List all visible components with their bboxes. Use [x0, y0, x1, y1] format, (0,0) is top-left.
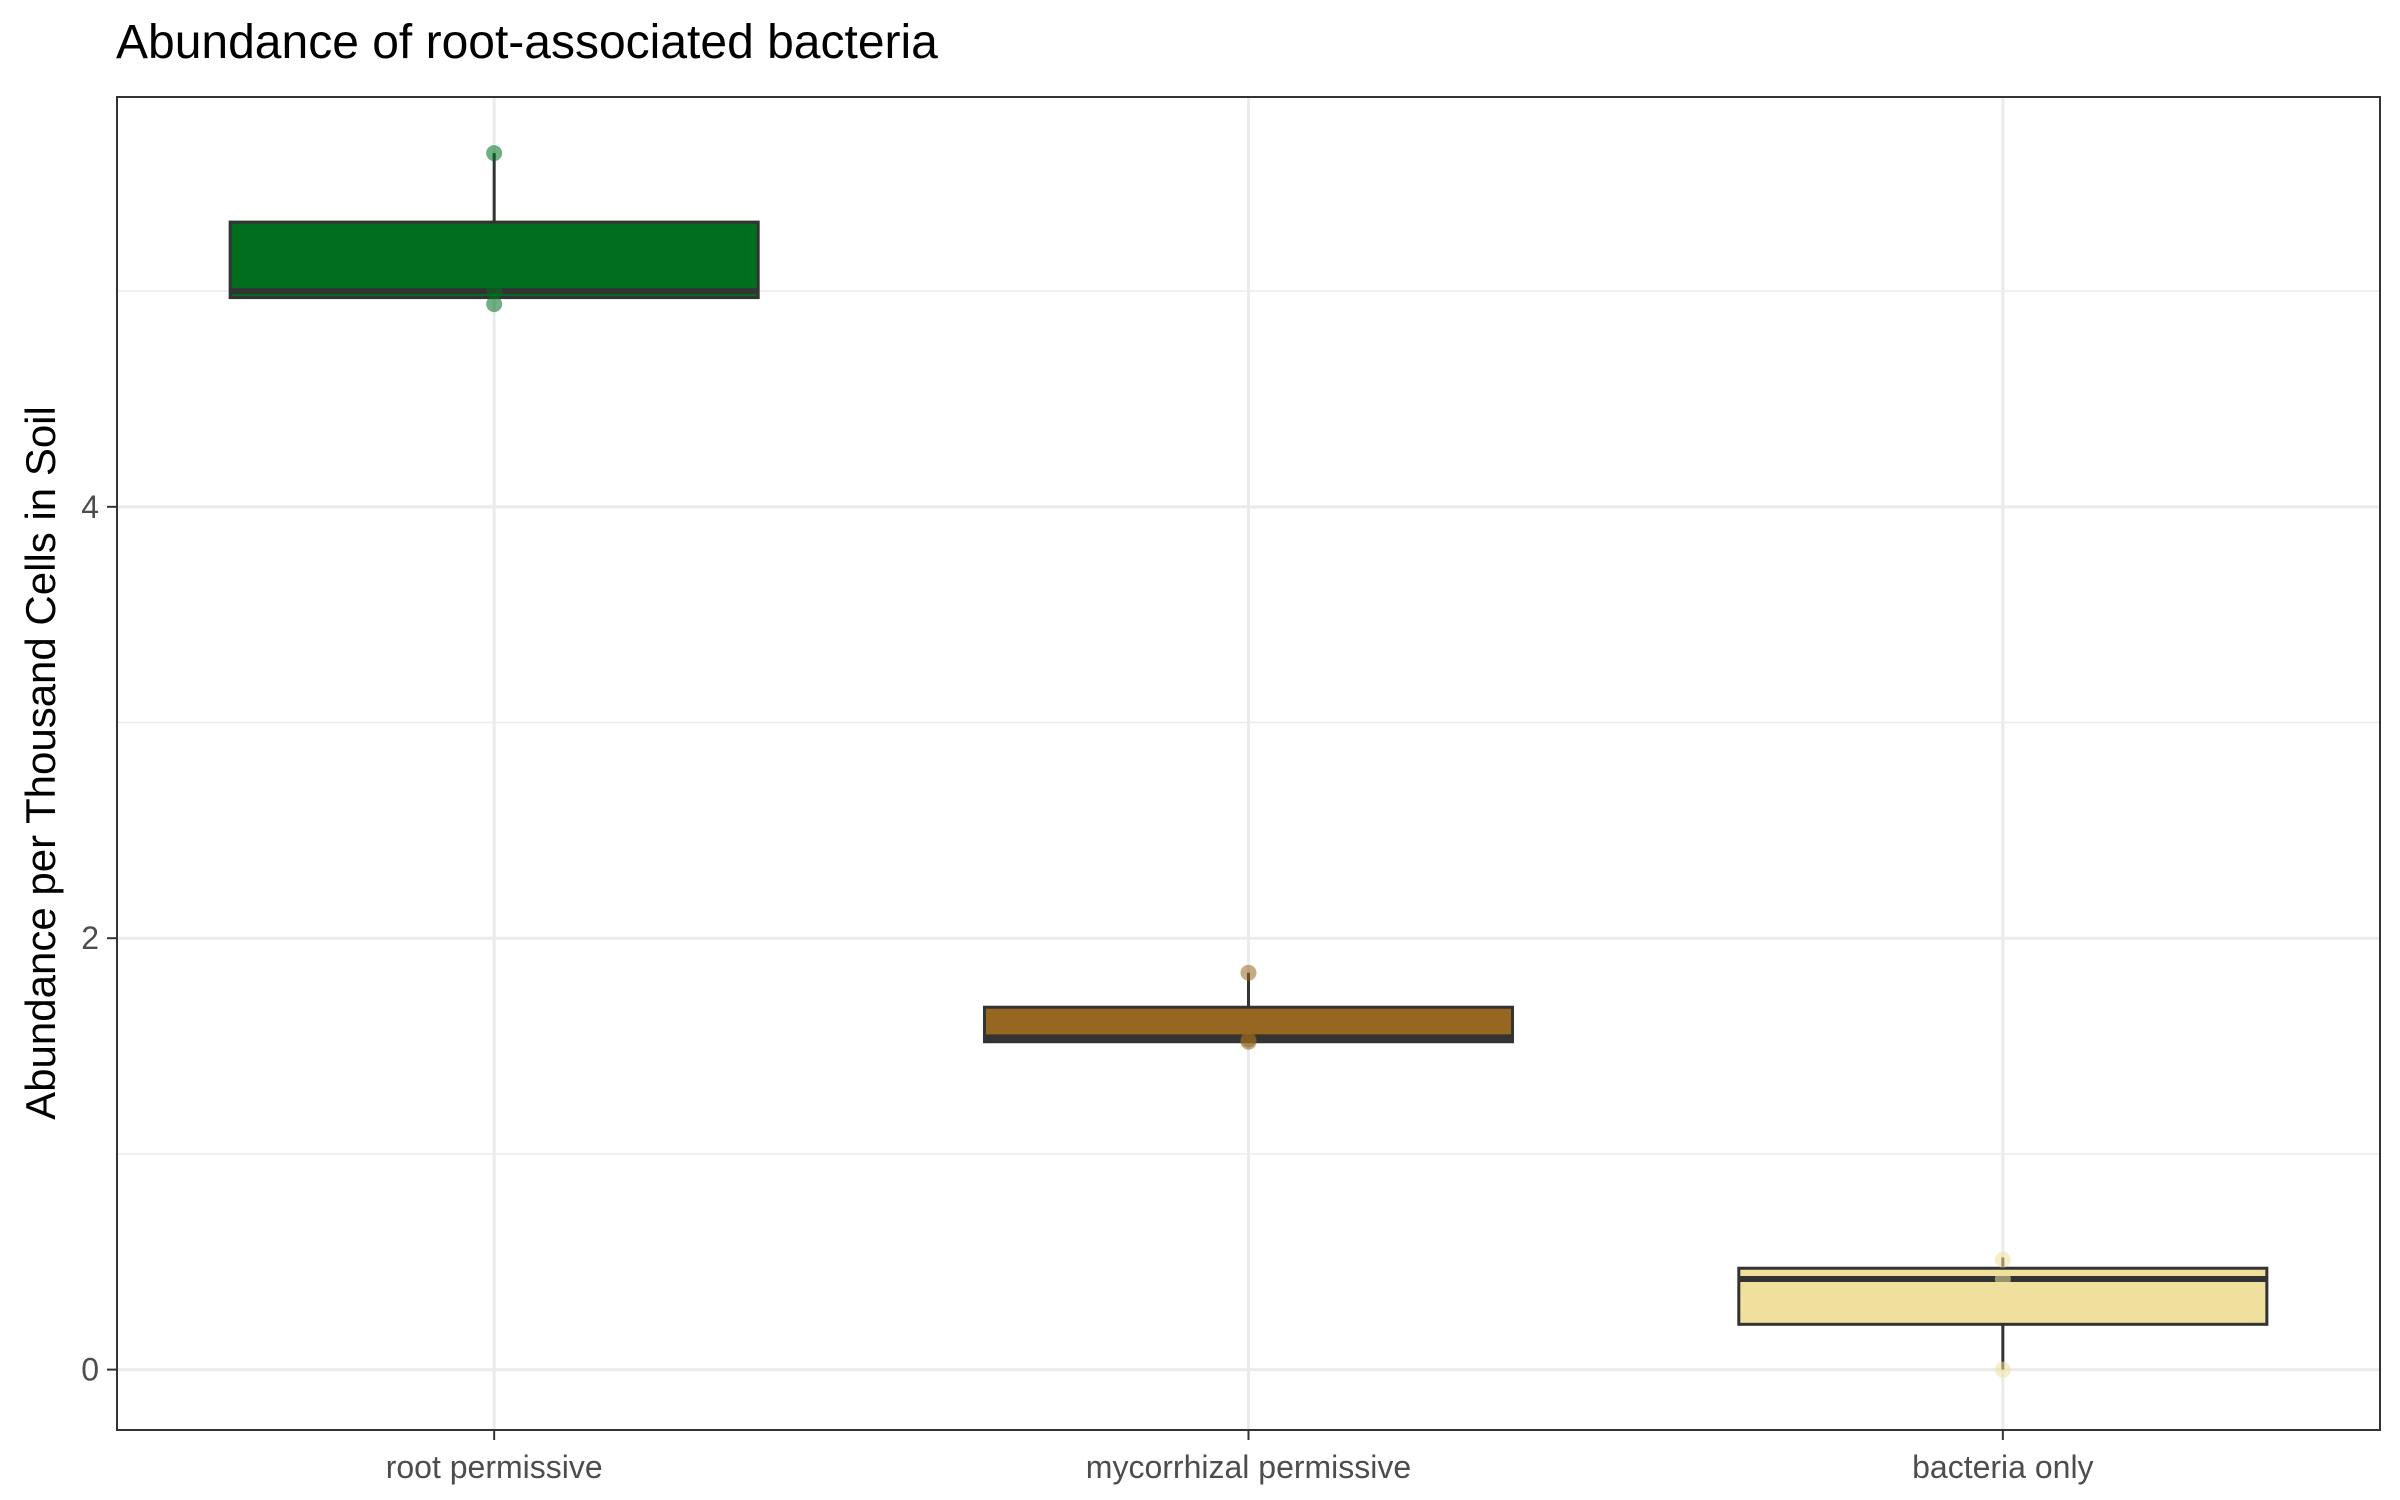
- x-tick-label: mycorrhizal permissive: [1086, 1449, 1411, 1485]
- data-point: [1994, 1361, 2011, 1378]
- y-tick-label: 0: [81, 1352, 99, 1388]
- data-point: [1994, 1251, 2011, 1268]
- data-point: [486, 296, 503, 313]
- data-point: [1994, 1271, 2011, 1288]
- data-point: [486, 283, 503, 300]
- data-point: [1240, 1031, 1257, 1048]
- y-axis-label: Abundance per Thousand Cells in Soil: [17, 406, 64, 1120]
- data-points: [486, 145, 2011, 1378]
- x-tick-label: bacteria only: [1912, 1449, 2093, 1485]
- axes: 0 2 4 root permissive mycorrhizal permissive…: [81, 489, 2093, 1485]
- data-point: [1240, 964, 1257, 981]
- x-tick-label: root permissive: [386, 1449, 603, 1485]
- y-tick-label: 4: [81, 489, 99, 525]
- chart-title: Abundance of root-associated bacteria: [116, 16, 938, 69]
- y-tick-label: 2: [81, 920, 99, 956]
- boxes: [228, 153, 2269, 1370]
- data-point: [486, 145, 503, 162]
